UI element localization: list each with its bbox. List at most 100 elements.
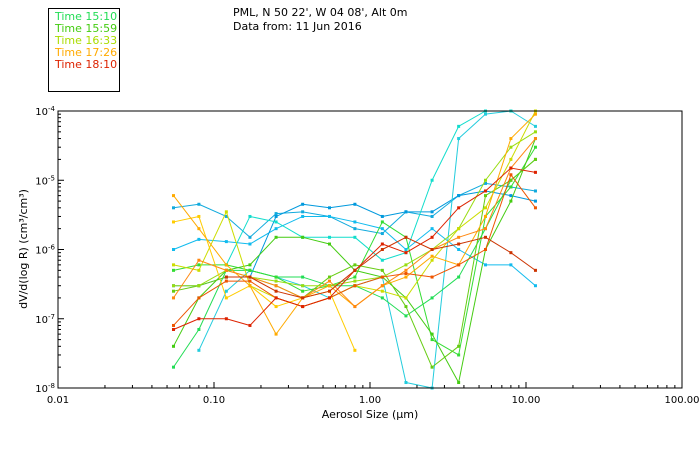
series-segment [173, 297, 200, 326]
data-point [301, 284, 305, 288]
series-segment [485, 167, 512, 229]
series-segment [382, 276, 407, 287]
series-segment [458, 236, 486, 245]
data-point [533, 189, 537, 193]
data-point [197, 268, 201, 272]
data-point [224, 240, 228, 244]
series-segment [382, 236, 407, 250]
data-point [509, 194, 513, 198]
series-segment [458, 228, 486, 238]
series-segment [173, 195, 200, 229]
data-point [457, 248, 461, 251]
series-segment [405, 228, 433, 250]
data-point [509, 185, 513, 189]
series-segment [431, 195, 459, 213]
data-point [301, 305, 305, 309]
series-segment [485, 174, 512, 250]
data-point [533, 206, 537, 210]
series-segment [249, 269, 277, 278]
series-segment [431, 255, 459, 266]
series-segment [198, 228, 227, 266]
data-point [404, 210, 408, 214]
series-segment [173, 215, 199, 223]
data-point [380, 227, 384, 231]
series-segment [405, 236, 433, 250]
data-point [457, 194, 461, 198]
series-segment [485, 159, 512, 209]
series-segment [431, 276, 459, 299]
data-point [353, 263, 357, 267]
series-7 [171, 137, 537, 385]
data-point [248, 263, 252, 267]
series-segment [405, 211, 433, 217]
data-point [197, 327, 201, 331]
data-point [274, 284, 278, 288]
series-13 [171, 137, 537, 309]
x-axis-title: Aerosol Size (µm) [322, 408, 419, 421]
data-point [327, 235, 331, 239]
data-point [533, 145, 537, 149]
series-segment [329, 290, 356, 351]
data-point [380, 289, 384, 293]
series-segment [173, 203, 199, 209]
series-segment [405, 255, 433, 278]
series-14 [171, 173, 537, 327]
series-segment [302, 285, 330, 292]
series-segment [249, 228, 277, 245]
series-segment [485, 146, 512, 181]
series-segment [485, 186, 512, 217]
series-segment [431, 333, 460, 383]
series-segment [226, 318, 251, 326]
series-segment [405, 249, 433, 266]
data-point [483, 248, 487, 251]
chart-header-date: Data from: 11 Jun 2016 [233, 20, 362, 33]
series-segment [458, 190, 486, 197]
series-segment [431, 228, 460, 261]
data-point [404, 296, 408, 300]
data-point [457, 206, 461, 210]
series-segment [381, 276, 407, 383]
data-point [171, 327, 175, 331]
series-segment [249, 297, 277, 326]
data-point [171, 263, 175, 267]
series-segment [226, 285, 251, 299]
series-segment [275, 297, 303, 308]
series-layer [171, 109, 537, 390]
series-segment [510, 167, 536, 173]
series-segment [249, 216, 277, 278]
x-tick-label: 0.10 [203, 395, 225, 406]
series-segment [329, 270, 356, 299]
series-segment [226, 216, 251, 238]
data-point [533, 130, 537, 134]
data-point [483, 112, 487, 116]
data-point [224, 263, 228, 267]
data-point [327, 275, 331, 279]
series-segment [198, 269, 227, 287]
data-point [457, 344, 461, 348]
series-segment [249, 236, 277, 266]
series-segment [405, 273, 433, 278]
series-segment [382, 228, 407, 250]
series-segment [225, 211, 251, 286]
series-segment [302, 276, 330, 287]
legend-entry: Time 16:33 [55, 34, 118, 47]
data-point [197, 214, 201, 218]
data-point [457, 242, 461, 246]
series-segment [431, 264, 459, 278]
series-segment [354, 285, 383, 307]
series-segment [458, 180, 486, 229]
data-point [430, 227, 434, 231]
data-point [274, 227, 278, 231]
data-point [248, 279, 252, 283]
data-point [353, 220, 357, 224]
data-point [430, 332, 434, 336]
data-point [327, 284, 331, 288]
series-segment [510, 252, 536, 271]
series-segment [485, 167, 512, 192]
data-point [430, 365, 434, 369]
series-segment [405, 297, 433, 317]
data-point [457, 137, 461, 141]
data-point [197, 348, 201, 352]
y-tick-label: 10-5 [35, 174, 55, 187]
series-segment [249, 215, 277, 223]
